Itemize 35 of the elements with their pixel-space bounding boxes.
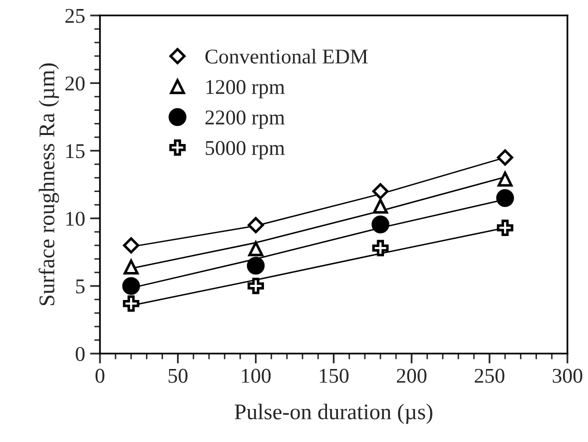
y-tick-label: 15 [66, 144, 85, 158]
x-tick-label: 300 [552, 368, 582, 383]
y-tick-label: 25 [65, 8, 85, 23]
point [372, 183, 389, 200]
x-tick-label: 100 [242, 368, 271, 383]
point [248, 241, 264, 256]
point [496, 220, 514, 236]
x-axis-title: Pulse-on duration (µs) [234, 404, 432, 424]
point [248, 216, 264, 234]
x-tick-label: 250 [474, 368, 504, 383]
legend-label: 1200 rpm [206, 80, 285, 98]
point [498, 172, 513, 187]
point [246, 256, 265, 275]
legend-label: 2200 rpm [206, 110, 285, 129]
point [124, 260, 139, 275]
legend-label: 5000 rpm [206, 140, 285, 160]
point [248, 278, 264, 294]
x-tick-label: 50 [168, 368, 188, 383]
y-tick-label: 0 [76, 346, 85, 362]
y-tick-label: 5 [76, 280, 85, 294]
y-tick-label: 20 [65, 76, 85, 91]
y-axis-title: Surface roughness Ra (µm) [38, 63, 59, 306]
point [496, 189, 514, 207]
x-tick-label: 150 [320, 368, 349, 383]
point [122, 295, 140, 312]
point [123, 237, 140, 254]
x-tick-label: 0 [96, 368, 104, 383]
point [372, 198, 388, 214]
y-tick-label: 10 [66, 212, 85, 226]
point [372, 240, 389, 256]
x-tick-label: 200 [396, 368, 426, 383]
point [122, 277, 140, 295]
point [496, 149, 514, 166]
point [372, 216, 390, 234]
legend-label: Conventional EDM [205, 48, 368, 64]
